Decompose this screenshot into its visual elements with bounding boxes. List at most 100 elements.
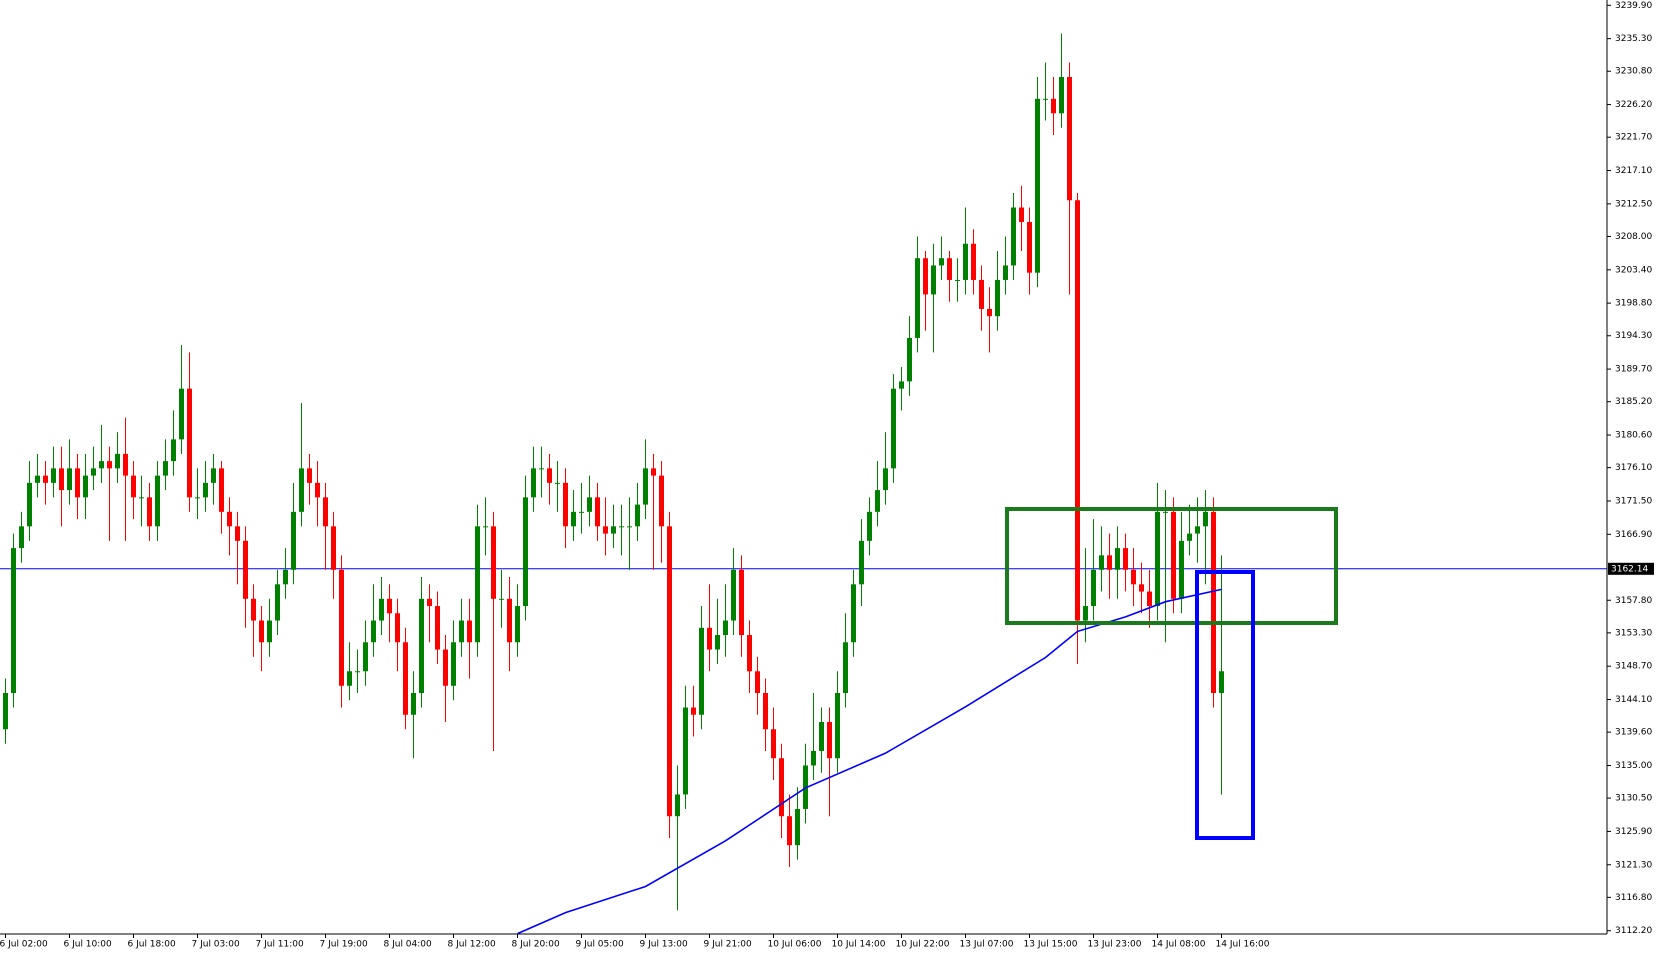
- candle-body: [1011, 207, 1016, 266]
- candle-body: [147, 497, 152, 527]
- candle-body: [507, 598, 512, 643]
- candle-body: [163, 461, 168, 476]
- candle-body: [363, 642, 368, 672]
- x-tick-label: 8 Jul 12:00: [448, 940, 497, 950]
- candle-body: [835, 693, 840, 759]
- x-tick-label: 14 Jul 08:00: [1152, 940, 1206, 950]
- candle-body: [515, 606, 520, 643]
- candle-body: [1171, 511, 1176, 599]
- y-tick-label: 3176.10: [1615, 463, 1652, 473]
- x-tick-label: 10 Jul 06:00: [768, 940, 822, 950]
- x-tick-label: 13 Jul 15:00: [1024, 940, 1078, 950]
- candle-body: [1131, 569, 1136, 585]
- y-tick-label: 3189.70: [1615, 365, 1652, 375]
- y-tick-label: 3226.20: [1615, 100, 1652, 110]
- candle-body: [51, 468, 56, 483]
- candle-body: [43, 475, 48, 483]
- candle-body: [787, 816, 792, 846]
- candle-body: [283, 569, 288, 585]
- candle-body: [203, 482, 208, 498]
- candle-body: [867, 511, 872, 541]
- candle-body: [451, 642, 456, 686]
- candle-body: [1187, 533, 1192, 541]
- candle-body: [779, 758, 784, 817]
- candle-body: [883, 468, 888, 491]
- candle-body: [1083, 606, 1088, 621]
- y-tick-label: 3180.60: [1615, 431, 1652, 441]
- y-tick-label: 3203.40: [1615, 265, 1652, 275]
- candle-body: [1003, 265, 1008, 280]
- candle-body: [1027, 221, 1032, 273]
- candle-body: [739, 569, 744, 636]
- candle-body: [1091, 569, 1096, 607]
- candle-body: [635, 504, 640, 527]
- y-tick-label: 3235.30: [1615, 34, 1652, 44]
- y-tick-label: 3139.60: [1615, 728, 1652, 738]
- candle-body: [571, 511, 576, 527]
- candle-body: [1219, 671, 1224, 694]
- candle-body: [859, 540, 864, 585]
- candle-body: [1019, 207, 1024, 222]
- candle-body: [931, 265, 936, 295]
- candle-body: [83, 475, 88, 498]
- y-tick-label: 3194.30: [1615, 331, 1652, 341]
- candle-body: [1099, 555, 1104, 570]
- candle-body: [555, 482, 560, 484]
- candle-body: [851, 584, 856, 643]
- candle-body: [619, 526, 624, 528]
- candle-body: [235, 526, 240, 541]
- candle-body: [763, 693, 768, 730]
- candle-body: [1147, 591, 1152, 607]
- candle-body: [795, 808, 800, 846]
- candle-body: [603, 526, 608, 534]
- candle-body: [547, 468, 552, 483]
- candle-body: [579, 511, 584, 513]
- candle-body: [179, 388, 184, 440]
- x-tick-label: 13 Jul 07:00: [960, 940, 1014, 950]
- candle-body: [467, 620, 472, 643]
- candle-body: [659, 475, 664, 527]
- candle-body: [1179, 540, 1184, 599]
- candle-body: [1059, 77, 1064, 114]
- candle-body: [259, 620, 264, 643]
- candle-body: [1139, 584, 1144, 592]
- candle-body: [731, 569, 736, 621]
- candle-body: [691, 707, 696, 715]
- candle-body: [819, 721, 824, 751]
- range-box: [1005, 507, 1338, 625]
- candle-body: [1067, 77, 1072, 201]
- candle-body: [595, 497, 600, 527]
- candle-body: [1211, 511, 1216, 694]
- x-tick-label: 13 Jul 23:00: [1088, 940, 1142, 950]
- candle-body: [563, 482, 568, 527]
- candle-body: [907, 337, 912, 382]
- candle-body: [123, 453, 128, 476]
- candle-body: [291, 511, 296, 570]
- candle-body: [195, 497, 200, 499]
- x-tick-label: 7 Jul 19:00: [320, 940, 369, 950]
- x-tick-label: 10 Jul 14:00: [832, 940, 886, 950]
- price-label-box: [1608, 562, 1654, 575]
- candle-body: [923, 258, 928, 295]
- candle-body: [435, 606, 440, 650]
- candle-body: [915, 258, 920, 338]
- x-tick-label: 6 Jul 18:00: [128, 940, 177, 950]
- candle-body: [187, 388, 192, 498]
- candle-body: [539, 468, 544, 470]
- candle-body: [267, 620, 272, 643]
- candle-body: [395, 613, 400, 643]
- candle-body: [1035, 98, 1040, 273]
- x-tick-label: 7 Jul 03:00: [192, 940, 241, 950]
- candle-body: [3, 693, 8, 730]
- candle-body: [523, 497, 528, 607]
- candle-body: [67, 468, 72, 491]
- candle-body: [971, 243, 976, 280]
- y-tick-label: 3125.90: [1615, 827, 1652, 837]
- candle-body: [491, 526, 496, 599]
- candle-body: [531, 468, 536, 498]
- candle-body: [59, 468, 64, 491]
- x-tick-label: 14 Jul 16:00: [1216, 940, 1270, 950]
- candle-body: [11, 548, 16, 694]
